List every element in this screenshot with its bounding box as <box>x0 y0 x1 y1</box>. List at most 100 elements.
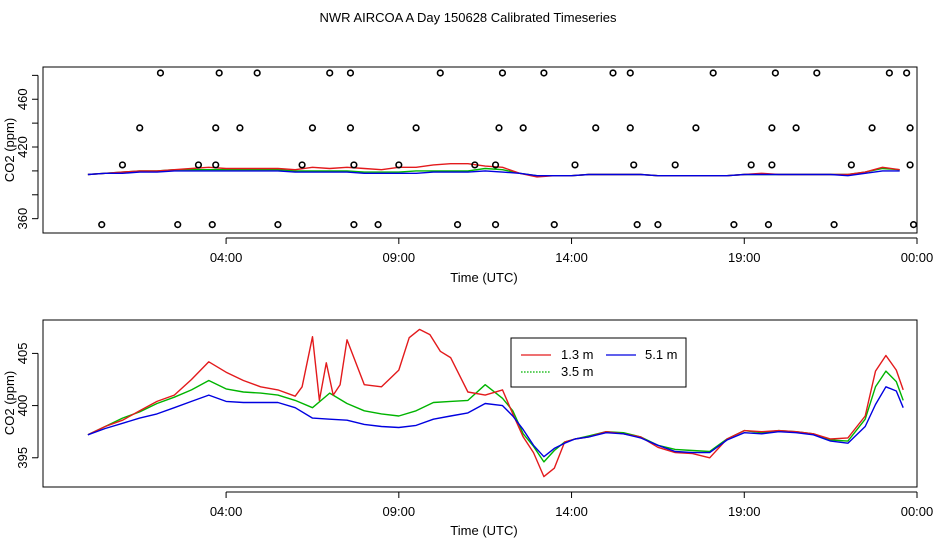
top-flag-marker <box>374 221 382 229</box>
bottom-plot-frame <box>42 319 918 488</box>
bottom-x-tick-label: 14:00 <box>555 504 588 519</box>
bottom-y-tick-label: 400 <box>15 395 30 417</box>
bottom-series-s35 <box>87 370 904 463</box>
top-flag-marker <box>868 124 876 132</box>
top-flag-marker <box>813 69 821 77</box>
top-flag-marker <box>298 161 306 169</box>
top-flag-marker <box>730 221 738 229</box>
top-panel: 04:00 09:00 14:00 19:00 00:00 360 420 460 Time … <box>2 66 934 285</box>
top-flag-marker <box>633 221 641 229</box>
top-flag-marker <box>208 221 216 229</box>
bottom-y-tick-label: 395 <box>15 447 30 469</box>
top-flag-marker <box>495 124 503 132</box>
top-flag-marker <box>747 161 755 169</box>
top-x-tick-label: 14:00 <box>555 250 588 265</box>
top-flag-marker <box>212 124 220 132</box>
bottom-x-tick-label: 09:00 <box>383 504 416 519</box>
top-flag-markers <box>98 69 918 229</box>
top-flag-marker <box>326 69 334 77</box>
top-y-tick-label: 360 <box>15 208 30 230</box>
chart-title: NWR AIRCOA A Day 150628 Calibrated Times… <box>320 10 617 25</box>
legend-label-5-1m: 5.1 m <box>645 347 678 362</box>
bottom-y-tick-label: 405 <box>15 343 30 365</box>
top-flag-marker <box>671 161 679 169</box>
top-flag-marker <box>654 221 662 229</box>
top-flag-marker <box>118 161 127 169</box>
top-flag-marker <box>471 161 479 169</box>
legend-label-1-3m: 1.3 m <box>561 347 594 362</box>
top-flag-marker <box>626 124 634 132</box>
top-plot-frame <box>42 66 918 234</box>
top-flag-marker <box>350 161 358 169</box>
top-flag-marker <box>609 69 617 77</box>
top-flag-marker <box>194 161 203 169</box>
top-flag-marker <box>906 161 914 169</box>
top-flag-marker <box>215 69 223 77</box>
top-flag-marker <box>453 221 462 229</box>
top-y-axis-label: CO2 (ppm) <box>2 118 17 182</box>
top-x-tick-label: 04:00 <box>210 250 243 265</box>
top-flag-marker <box>519 124 527 132</box>
top-flag-marker <box>630 161 638 169</box>
bottom-series-lines <box>87 328 904 478</box>
top-flag-marker <box>709 69 717 77</box>
top-y-tick-label: 420 <box>15 136 30 158</box>
top-flag-marker <box>395 161 403 169</box>
top-flag-marker <box>847 161 855 169</box>
top-flag-marker <box>136 124 144 132</box>
top-flag-marker <box>436 69 444 77</box>
top-flag-marker <box>156 69 165 77</box>
top-x-tick-label: 19:00 <box>728 250 761 265</box>
bottom-y-axis-label: CO2 (ppm) <box>2 371 17 435</box>
top-flag-marker <box>626 69 634 77</box>
top-axes: 04:00 09:00 14:00 19:00 00:00 360 420 460 <box>15 74 934 265</box>
top-flag-marker <box>906 124 914 132</box>
top-flag-marker <box>308 124 317 132</box>
top-flag-marker <box>174 221 182 229</box>
top-flag-marker <box>498 69 507 77</box>
top-flag-marker <box>768 161 776 169</box>
top-flag-marker <box>792 124 800 132</box>
top-flag-marker <box>412 124 420 132</box>
top-flag-marker <box>885 69 893 77</box>
top-flag-marker <box>491 161 500 169</box>
top-flag-marker <box>830 221 838 229</box>
top-series-lines <box>87 162 900 178</box>
top-flag-marker <box>592 124 600 132</box>
top-flag-marker <box>903 69 911 77</box>
top-flag-marker <box>346 124 355 132</box>
top-flag-marker <box>768 124 776 132</box>
legend-label-3-5m: 3.5 m <box>561 364 594 379</box>
bottom-panel: 04:00 09:00 14:00 19:00 00:00 395 400 405 Time … <box>2 319 933 538</box>
top-flag-marker <box>571 161 579 169</box>
legend: 1.3 m 5.1 m 3.5 m <box>510 337 687 388</box>
top-flag-marker <box>540 69 548 77</box>
top-flag-marker <box>350 221 358 229</box>
bottom-series-s51 <box>87 386 904 458</box>
top-flag-marker <box>764 221 773 229</box>
bottom-x-axis-label: Time (UTC) <box>450 523 517 538</box>
top-flag-marker <box>491 221 500 229</box>
top-flag-marker <box>909 221 918 229</box>
legend-box <box>510 337 687 388</box>
top-flag-marker <box>692 124 700 132</box>
top-x-tick-label: 00:00 <box>901 250 934 265</box>
top-flag-marker <box>550 221 558 229</box>
top-x-tick-label: 09:00 <box>383 250 416 265</box>
top-flag-marker <box>212 161 220 169</box>
top-flag-marker <box>346 69 355 77</box>
top-y-tick-label: 460 <box>15 88 30 110</box>
top-flag-marker <box>771 69 779 77</box>
bottom-axes: 04:00 09:00 14:00 19:00 00:00 395 400 405 <box>15 343 933 519</box>
top-x-axis-label: Time (UTC) <box>450 270 517 285</box>
bottom-series-s13 <box>87 328 904 478</box>
bottom-x-tick-label: 00:00 <box>901 504 934 519</box>
bottom-x-tick-label: 19:00 <box>728 504 761 519</box>
top-flag-marker <box>236 124 244 132</box>
top-flag-marker <box>253 69 261 77</box>
top-flag-marker <box>274 221 282 229</box>
top-series-s51 <box>87 170 900 177</box>
top-flag-marker <box>98 221 106 229</box>
bottom-x-tick-label: 04:00 <box>210 504 243 519</box>
